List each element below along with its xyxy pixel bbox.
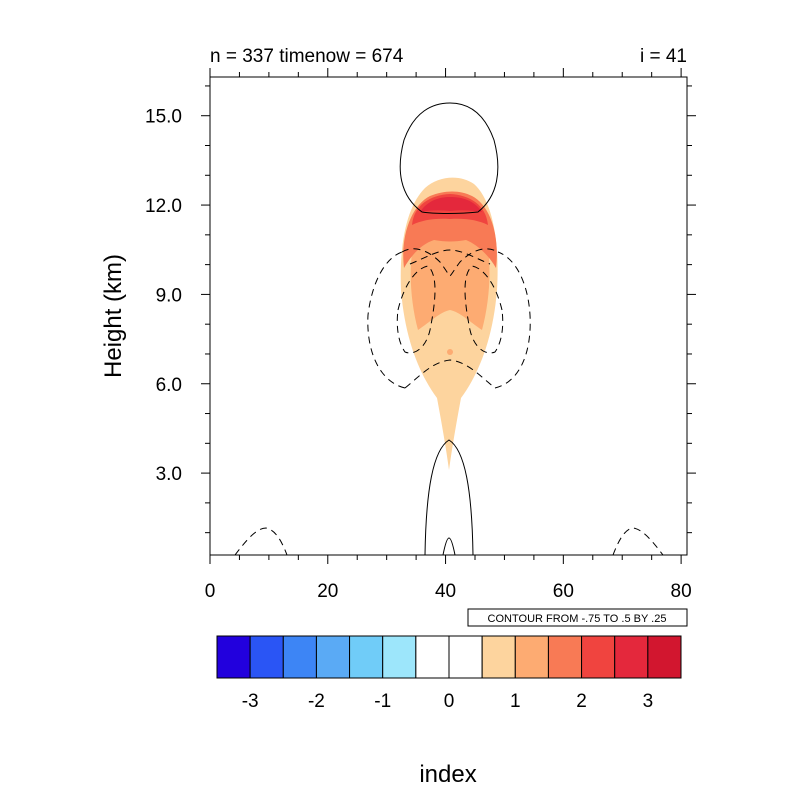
colorbar-swatch [581,635,616,679]
contour-dashed-bottom-left [234,527,288,555]
contour-info-text: CONTOUR FROM -.75 TO .5 BY .25 [488,613,667,625]
colorbar-swatch [315,635,351,679]
contour-lines [399,102,499,555]
colorbar-label: 3 [643,691,654,712]
colorbar-swatch [547,635,583,679]
contour-info-frame [467,608,688,627]
fill-level-2-5 [420,197,482,212]
contour-dashed-right-inner [464,265,504,354]
colorbar-label: 1 [510,691,521,712]
fill-inner-spot [447,349,453,355]
colorbar-swatch [249,635,284,679]
colorbar-swatch [614,635,649,679]
x-tick-label: 0 [205,581,216,602]
y-tick-label: 9.0 [156,285,182,306]
colorbar-label: -1 [374,691,391,712]
colorbar-swatch [415,635,450,679]
colorbar-label: 0 [444,691,455,712]
colorbar-swatch [216,635,251,679]
contour-dashed-bottom-right [612,527,664,555]
y-tick-label: 6.0 [156,375,182,396]
contour-dashed-mid-lower [404,359,496,389]
x-tick-label: 80 [671,581,692,602]
y-tick-label: 12.0 [145,196,182,217]
colorbar-swatch [282,635,317,679]
colorbar-swatch [481,635,516,679]
filled-contours [400,177,498,470]
contour-dashed-mid-upper [409,249,491,265]
y-tick-label: 15.0 [145,107,182,128]
x-tick-label: 40 [435,581,456,602]
plot-area: 0 20 40 60 80 3.0 6.0 9.0 12.0 15.0 [145,68,696,602]
axis-tick-labels: 0 20 40 60 80 3.0 6.0 9.0 12.0 15.0 [145,107,692,602]
colorbar-labels: -3 -2 -1 0 1 2 3 [242,691,653,712]
contour-solid-top [399,102,499,214]
y-tick-label: 3.0 [156,464,182,485]
colorbar-swatch [349,635,384,679]
contour-dashed-left-link [401,248,499,277]
x-tick-label: 20 [317,581,338,602]
contour-dashed-right-outer [494,251,531,389]
colorbar-label: -3 [242,691,259,712]
colorbar [216,635,682,679]
colorbar-label: -2 [308,691,325,712]
colorbar-swatch [647,635,682,679]
colorbar-swatch [382,635,417,679]
contour-dashed-left-outer [367,251,406,389]
contour-info-box: CONTOUR FROM -.75 TO .5 BY .25 [467,608,688,627]
title-right: i = 41 [640,46,687,67]
contour-solid-spike [442,537,456,555]
contour-dashed-left-inner [396,265,436,354]
title-left: n = 337 timenow = 674 [210,46,404,67]
plot-frame [209,76,688,556]
x-tick-label: 60 [553,581,574,602]
colorbar-swatch [514,635,549,679]
axis-ticks [201,68,696,564]
x-axis-label: index [419,761,476,788]
contour-solid-bottom [424,439,474,555]
colorbar-swatch [448,635,483,679]
colorbar-label: 2 [576,691,587,712]
y-axis-label: Height (km) [100,254,127,378]
contour-lines-dashed [234,248,664,555]
